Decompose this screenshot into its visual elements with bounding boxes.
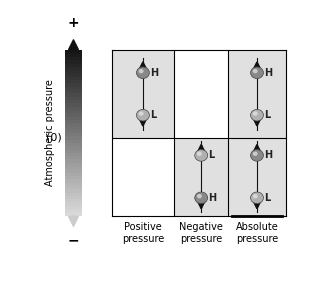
Bar [65, 64, 82, 67]
Text: H: H [264, 151, 272, 160]
Bar [65, 97, 82, 100]
Bar [65, 120, 82, 123]
Bar [65, 57, 82, 60]
Bar [65, 130, 82, 133]
Circle shape [136, 67, 149, 79]
Bar [65, 166, 82, 169]
Bar [65, 156, 82, 160]
Bar [65, 143, 82, 146]
Bar [65, 153, 82, 156]
Bar [65, 54, 82, 57]
Circle shape [251, 150, 263, 161]
Bar [65, 212, 82, 216]
Circle shape [197, 194, 202, 198]
Bar [65, 136, 82, 140]
Bar [65, 70, 82, 74]
Bar [65, 93, 82, 97]
Text: +: + [68, 16, 79, 30]
Circle shape [195, 192, 208, 204]
Bar [65, 189, 82, 193]
Bar [65, 196, 82, 199]
Text: H: H [208, 193, 216, 203]
Bar [65, 110, 82, 113]
Circle shape [253, 194, 258, 198]
Bar [65, 160, 82, 163]
Bar [65, 90, 82, 93]
Bar [65, 77, 82, 80]
Text: L: L [264, 110, 270, 120]
Circle shape [251, 109, 263, 121]
Bar [65, 60, 82, 64]
Bar [65, 179, 82, 183]
Text: L: L [150, 110, 156, 120]
Bar [65, 206, 82, 209]
Bar [65, 183, 82, 186]
Bar [65, 126, 82, 130]
Bar [228, 137, 285, 216]
Bar [65, 193, 82, 196]
Bar [65, 80, 82, 84]
Bar [65, 67, 82, 70]
Circle shape [139, 69, 144, 73]
Text: L: L [208, 151, 214, 160]
Bar [65, 133, 82, 136]
Text: (0): (0) [46, 133, 62, 142]
Bar [65, 199, 82, 202]
Text: L: L [264, 193, 270, 203]
Bar [228, 50, 285, 137]
Circle shape [195, 150, 208, 161]
Bar [65, 107, 82, 110]
Bar [65, 150, 82, 153]
Text: −: − [68, 233, 79, 248]
Circle shape [253, 69, 258, 73]
Bar [174, 137, 228, 216]
Bar [65, 209, 82, 212]
Bar [65, 176, 82, 179]
Bar [65, 169, 82, 173]
Text: Negative
pressure: Negative pressure [179, 222, 223, 244]
Circle shape [251, 67, 263, 79]
Bar [65, 186, 82, 189]
Bar [65, 140, 82, 143]
Bar [65, 202, 82, 206]
Circle shape [251, 192, 263, 204]
Bar [65, 163, 82, 166]
Bar [65, 74, 82, 77]
Text: H: H [150, 68, 158, 78]
Bar [65, 146, 82, 150]
Text: Absolute
pressure: Absolute pressure [236, 222, 278, 244]
Bar [65, 50, 82, 54]
Bar [65, 84, 82, 87]
Bar [65, 117, 82, 120]
Circle shape [253, 152, 258, 156]
Bar [65, 173, 82, 176]
Text: H: H [264, 68, 272, 78]
Circle shape [139, 111, 144, 116]
Text: Atmospheric pressure: Atmospheric pressure [45, 80, 55, 186]
Bar [112, 50, 174, 137]
Circle shape [136, 109, 149, 121]
Text: Positive
pressure: Positive pressure [122, 222, 164, 244]
Circle shape [253, 111, 258, 116]
Circle shape [197, 152, 202, 156]
Bar [65, 113, 82, 117]
Bar [65, 100, 82, 103]
Bar [65, 87, 82, 90]
Bar [65, 103, 82, 107]
Bar [65, 123, 82, 126]
